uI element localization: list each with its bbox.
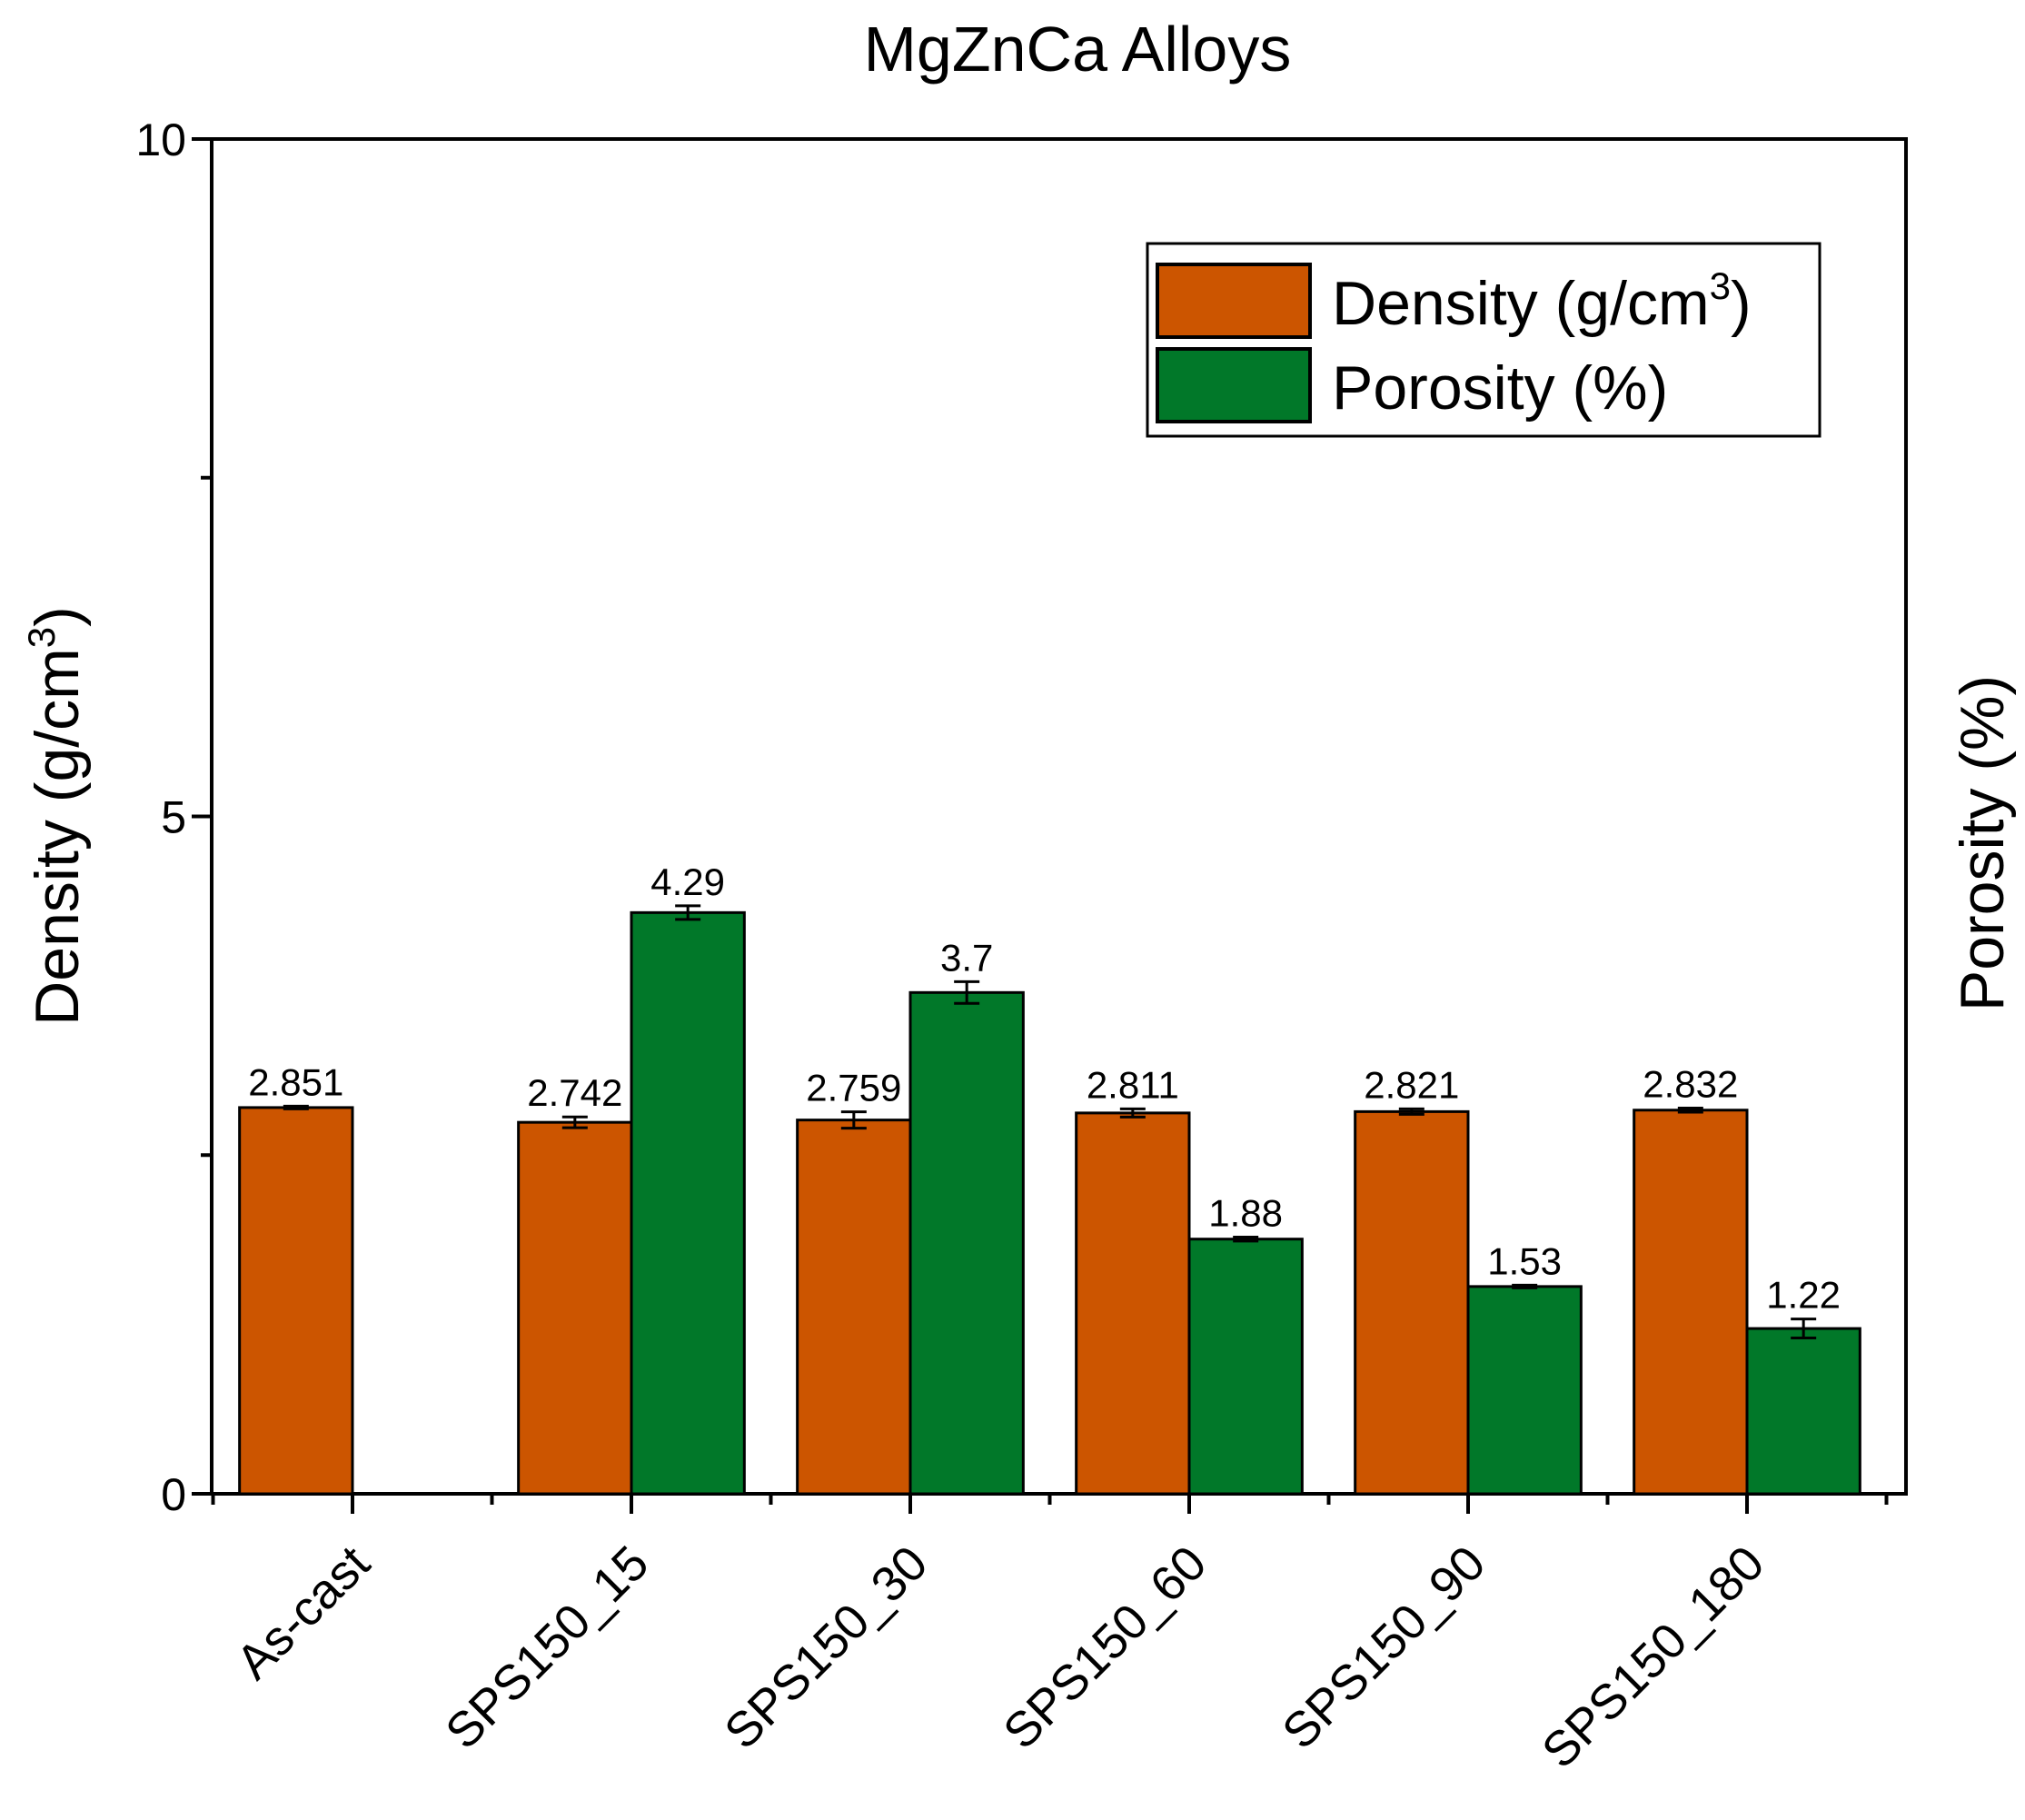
data-label: 1.53 bbox=[1487, 1239, 1562, 1282]
x-axis bbox=[211, 1494, 1889, 1514]
density-bar bbox=[1075, 1111, 1191, 1496]
y-tick-label: 0 bbox=[161, 1469, 186, 1520]
data-label: 1.22 bbox=[1766, 1274, 1841, 1317]
x-tick-label: SPS150_60 bbox=[993, 1536, 1216, 1759]
y-axis: 0 5 10 bbox=[135, 114, 212, 1520]
y-axis-label-left: Density (g/cm3) bbox=[20, 606, 92, 1026]
data-label: 4.29 bbox=[650, 860, 725, 903]
error-bars-group bbox=[283, 904, 1817, 1340]
density-bar bbox=[1354, 1109, 1470, 1496]
chart-title: MgZnCa Alloys bbox=[864, 14, 1292, 85]
x-tick-label: As-cast bbox=[226, 1536, 381, 1690]
porosity-bar bbox=[1466, 1285, 1583, 1496]
porosity-bar bbox=[1745, 1327, 1861, 1496]
porosity-bar bbox=[1187, 1238, 1304, 1496]
data-label: 2.832 bbox=[1643, 1063, 1738, 1106]
legend-swatch-density bbox=[1156, 263, 1312, 339]
x-tick-label: SPS150_180 bbox=[1532, 1536, 1774, 1778]
data-label: 2.811 bbox=[1087, 1063, 1179, 1106]
x-tick-label: SPS150_15 bbox=[435, 1536, 659, 1759]
data-label: 2.742 bbox=[527, 1071, 622, 1114]
y-tick-label: 5 bbox=[161, 792, 186, 843]
porosity-bar bbox=[908, 990, 1025, 1496]
data-label: 2.851 bbox=[248, 1060, 343, 1103]
category-labels-group: As-cast SPS150_15 SPS150_30 SPS150_60 SPS150… bbox=[226, 1536, 1775, 1778]
data-label: 2.759 bbox=[806, 1067, 901, 1109]
legend-swatch-porosity bbox=[1156, 347, 1312, 423]
porosity-bar bbox=[630, 910, 746, 1496]
value-labels-group: 2.851 2.742 2.759 2.811 2.821 2.832 4.29 3.7 1.8… bbox=[248, 860, 1841, 1317]
density-bar bbox=[238, 1106, 354, 1496]
legend: Density (g/cm3) Porosity (%) bbox=[1146, 242, 1822, 438]
y-tick-label: 10 bbox=[135, 114, 186, 165]
data-label: 3.7 bbox=[940, 936, 993, 979]
x-tick-label: SPS150_30 bbox=[714, 1536, 938, 1759]
bars-group bbox=[238, 910, 1861, 1496]
y-axis-label-right: Porosity (%) bbox=[1948, 675, 2017, 1011]
legend-label-porosity: Porosity (%) bbox=[1332, 353, 1668, 423]
data-label: 2.821 bbox=[1364, 1063, 1459, 1106]
x-tick-label: SPS150_90 bbox=[1272, 1536, 1495, 1759]
legend-label-density: Density (g/cm3) bbox=[1332, 264, 1752, 338]
density-bar bbox=[517, 1120, 633, 1496]
data-label: 1.88 bbox=[1208, 1191, 1283, 1234]
density-bar bbox=[796, 1119, 912, 1496]
density-bar bbox=[1633, 1109, 1749, 1496]
